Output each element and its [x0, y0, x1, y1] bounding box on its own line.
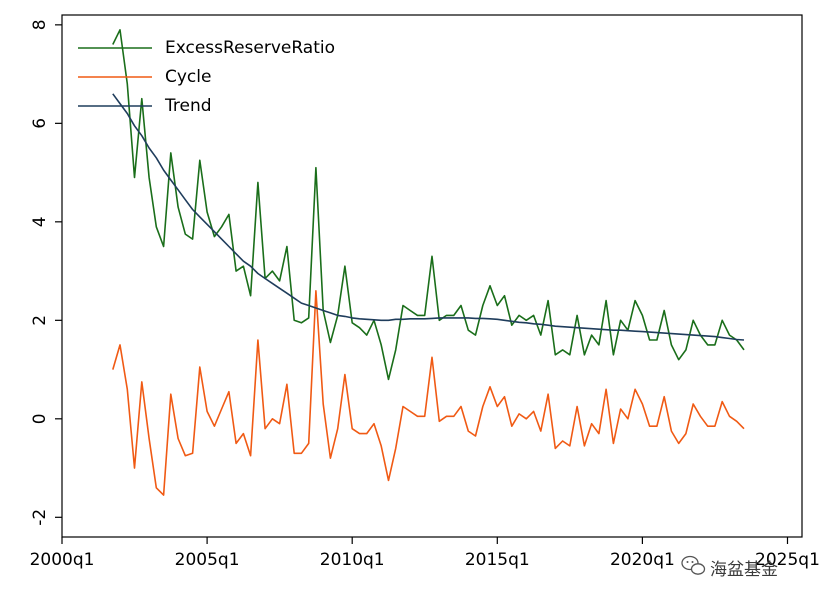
watermark: 海盆基金 — [681, 555, 778, 580]
x-tick-label: 2025q1 — [755, 550, 820, 570]
plot-frame — [61, 14, 803, 538]
y-tick-label: 8 — [30, 19, 50, 30]
series-layer — [112, 28, 745, 496]
series-line-excessreserveratio — [112, 28, 745, 381]
series-line-trend — [112, 93, 745, 341]
y-tick-label: 6 — [30, 118, 50, 129]
watermark-text: 海盆基金 — [710, 560, 778, 580]
x-axis: 2000q1 2005q1 2010q1 2015q1 2020q1 2025q1 — [30, 537, 820, 570]
y-axis: -2 0 2 4 6 8 — [30, 19, 62, 526]
x-tick-label: 2020q1 — [610, 550, 675, 570]
x-tick-label: 2005q1 — [175, 550, 240, 570]
y-tick-label: 4 — [30, 216, 50, 227]
x-tick-label: 2015q1 — [465, 550, 530, 570]
legend: ExcessReserveRatio Cycle Trend — [78, 38, 335, 116]
legend-label: ExcessReserveRatio — [165, 38, 335, 58]
legend-label: Trend — [164, 96, 212, 116]
wechat-icon — [681, 555, 706, 575]
x-tick-label: 2000q1 — [30, 550, 95, 570]
y-tick-label: -2 — [30, 509, 50, 526]
x-tick-label: 2010q1 — [320, 550, 385, 570]
y-tick-label: 2 — [30, 315, 50, 326]
y-tick-label: 0 — [30, 413, 50, 424]
legend-label: Cycle — [165, 67, 211, 87]
series-line-cycle — [112, 289, 745, 496]
